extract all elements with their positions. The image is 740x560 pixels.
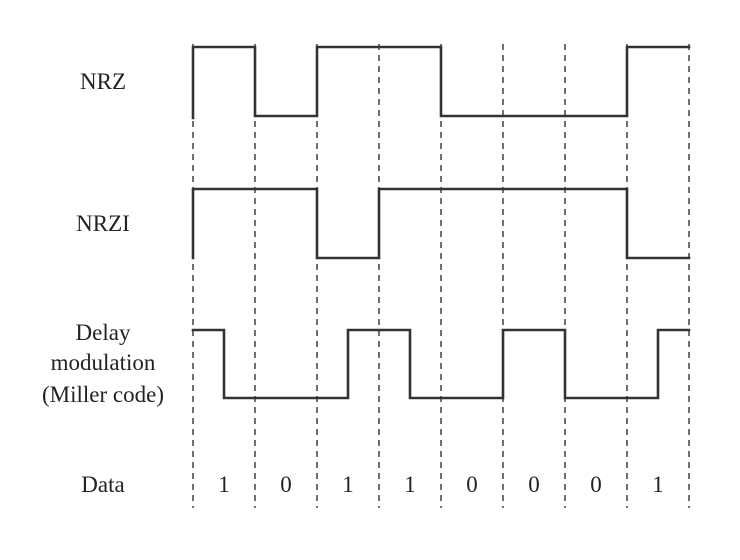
data-bit: 0	[590, 472, 602, 497]
data-bit: 1	[404, 472, 416, 497]
miller-label-line-2: modulation	[51, 350, 156, 375]
nrzi-label: NRZI	[76, 211, 130, 236]
waveforms	[191, 45, 691, 400]
signal-labels: NRZ NRZI Delay modulation (Miller code) …	[42, 69, 164, 497]
data-bit: 0	[466, 472, 478, 497]
data-bit: 1	[342, 472, 354, 497]
bit-boundary-lines	[192, 44, 690, 508]
data-bits: 1 0 1 1 0 0 0 1	[218, 472, 664, 497]
miller-waveform	[191, 328, 691, 400]
miller-label-line-3: (Miller code)	[42, 382, 164, 407]
data-bit: 0	[280, 472, 292, 497]
nrzi-waveform	[191, 187, 691, 260]
data-bit: 0	[528, 472, 540, 497]
nrz-waveform	[191, 45, 691, 120]
miller-label-line-1: Delay	[76, 320, 131, 345]
data-bit: 1	[218, 472, 230, 497]
nrz-label: NRZ	[80, 69, 126, 94]
data-bit: 1	[652, 472, 664, 497]
data-row-label: Data	[81, 472, 124, 497]
